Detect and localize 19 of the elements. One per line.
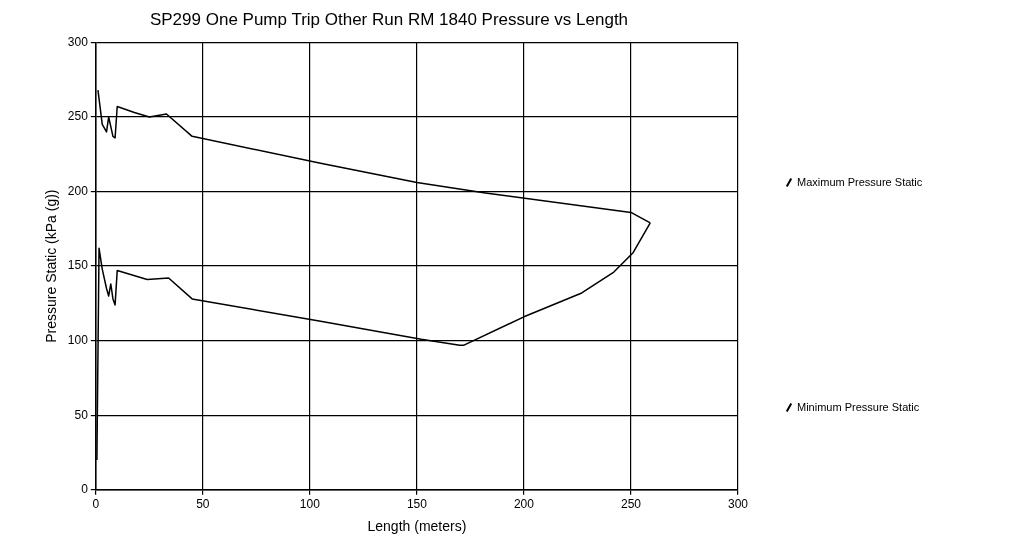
legend-label: Minimum Pressure Static bbox=[797, 401, 920, 413]
y-tick-label: 100 bbox=[67, 332, 89, 347]
legend-label: Maximum Pressure Static bbox=[797, 176, 923, 188]
x-tick-label: 150 bbox=[406, 497, 428, 512]
y-tick-label: 200 bbox=[67, 183, 89, 198]
y-tick-label: 150 bbox=[67, 258, 89, 273]
y-tick-label: 300 bbox=[67, 34, 89, 49]
x-tick-label: 0 bbox=[92, 497, 100, 512]
x-tick-label: 200 bbox=[513, 497, 535, 512]
y-tick-label: 50 bbox=[74, 407, 89, 422]
x-tick-label: 300 bbox=[727, 497, 749, 512]
y-tick-label: 250 bbox=[67, 109, 89, 124]
x-tick-label: 50 bbox=[196, 497, 210, 512]
x-axis-title: Length (meters) bbox=[367, 518, 467, 535]
y-tick-label: 0 bbox=[81, 482, 89, 497]
y-axis-title: Pressure Static (kPa (g)) bbox=[43, 189, 60, 343]
x-tick-label: 250 bbox=[620, 497, 642, 512]
x-tick-label: 100 bbox=[299, 497, 321, 512]
chart-title: SP299 One Pump Trip Other Run RM 1840 Pressure vs Length bbox=[149, 9, 629, 29]
